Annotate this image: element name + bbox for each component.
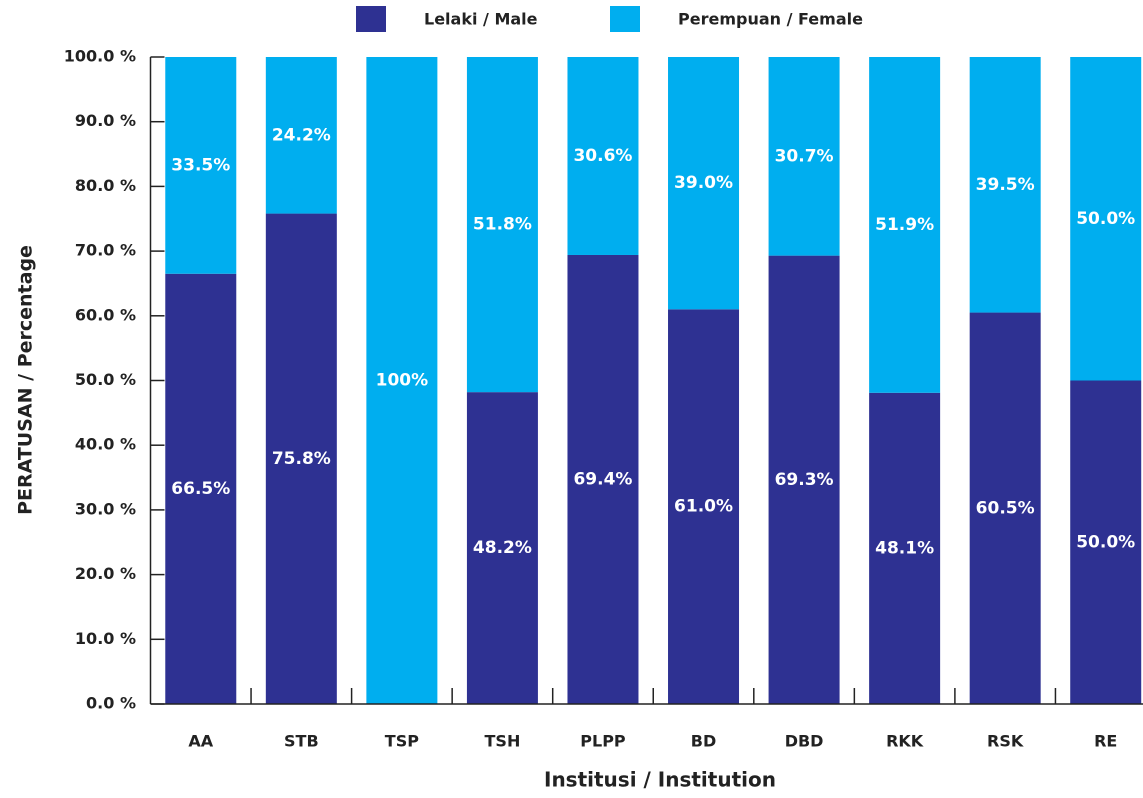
x-tick-label: TSP [385,732,419,751]
x-tick-label: RSK [987,732,1024,751]
bar-segment [869,392,941,704]
y-tick-label: 70.0 % [75,241,136,260]
x-tick-label: TSH [485,732,521,751]
x-tick-label: BD [691,732,716,751]
y-tick-label: 100.0 % [64,47,136,66]
legend-swatch [356,6,386,32]
bar-segment [1070,380,1142,704]
legend-label: Lelaki / Male [424,10,538,29]
bar-segment [567,57,639,255]
x-tick-label: STB [284,732,319,751]
legend-label: Perempuan / Female [678,10,863,29]
y-tick-label: 80.0 % [75,176,136,195]
x-tick-label: RE [1094,732,1117,751]
value-label: 100% [376,371,429,391]
x-tick-label: RKK [886,732,924,751]
bar-segment [567,254,639,704]
bar-segment [466,392,538,704]
value-label: 33.5% [171,155,230,175]
x-tick-label: AA [188,732,213,751]
bar-segment [768,57,840,256]
x-axis-title: Institusi / Institution [544,768,776,792]
legend-swatch [610,6,640,32]
bar-segment [466,57,538,393]
value-label: 66.5% [171,479,230,499]
bar-segment [969,57,1041,313]
y-tick-label: 50.0 % [75,370,136,389]
value-label: 69.4% [573,469,632,489]
bar-segment [668,309,740,704]
value-label: 61.0% [674,497,733,517]
bar-segment [768,255,840,704]
value-label: 30.7% [775,146,834,166]
y-tick-label: 20.0 % [75,564,136,583]
bar-segment [265,213,337,704]
y-tick-label: 10.0 % [75,629,136,648]
value-label: 60.5% [976,498,1035,518]
value-label: 69.3% [775,470,834,490]
x-tick-label: DBD [785,732,824,751]
value-label: 75.8% [272,449,331,469]
value-label: 39.5% [976,175,1035,195]
bar-segment [366,57,438,704]
value-label: 50.0% [1076,532,1135,552]
bar-segment [668,57,740,310]
bar-segment [165,57,237,274]
value-label: 39.0% [674,173,733,193]
bar-segment [1070,57,1142,381]
bar-segment [969,312,1041,704]
value-label: 30.6% [573,146,632,166]
x-tick-label: PLPP [580,732,626,751]
y-tick-label: 40.0 % [75,435,136,454]
bar-segment [869,57,941,393]
bar-segment [165,273,237,704]
y-tick-label: 30.0 % [75,499,136,518]
value-label: 48.2% [473,538,532,558]
y-tick-label: 0.0 % [86,694,136,713]
value-label: 24.2% [272,125,331,145]
y-axis-title: PERATUSAN / Percentage [15,245,37,515]
y-tick-label: 90.0 % [75,111,136,130]
bar-segment [265,57,337,214]
value-label: 51.9% [875,215,934,235]
y-tick-label: 60.0 % [75,305,136,324]
value-label: 51.8% [473,215,532,235]
value-label: 48.1% [875,538,934,558]
value-label: 50.0% [1076,209,1135,229]
